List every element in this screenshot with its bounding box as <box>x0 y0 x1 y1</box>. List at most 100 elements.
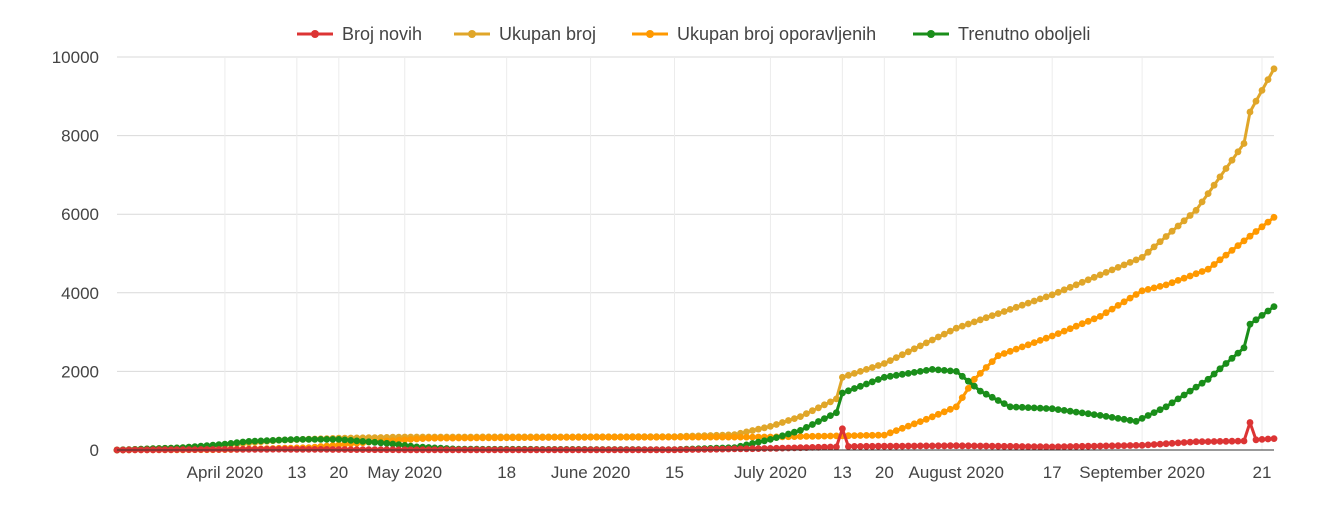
x-tick-label: 20 <box>329 463 348 482</box>
data-point-ukupan-broj-oporavljenih <box>886 429 894 437</box>
data-point-trenutno-oboljeli <box>1270 303 1278 310</box>
data-point-ukupan-broj <box>1018 301 1026 309</box>
data-point-trenutno-oboljeli <box>958 372 966 380</box>
data-point-ukupan-broj-oporavljenih <box>473 434 481 442</box>
data-point-ukupan-broj-oporavljenih <box>575 433 582 441</box>
data-point-trenutno-oboljeli <box>1246 320 1254 328</box>
data-point-ukupan-broj-oporavljenih <box>623 433 630 441</box>
data-point-ukupan-broj-oporavljenih <box>976 370 984 377</box>
data-point-ukupan-broj-oporavljenih <box>1060 327 1068 335</box>
y-tick-label: 4000 <box>61 284 99 303</box>
x-tick-label: May 2020 <box>367 463 442 482</box>
data-point-broj-novih <box>1198 438 1206 445</box>
data-point-ukupan-broj-oporavljenih <box>413 435 421 443</box>
data-point-ukupan-broj <box>946 327 954 335</box>
data-point-ukupan-broj-oporavljenih <box>916 418 924 425</box>
data-point-ukupan-broj-oporavljenih <box>1246 232 1254 240</box>
data-point-ukupan-broj <box>868 364 876 371</box>
data-point-ukupan-broj-oporavljenih <box>952 403 960 411</box>
data-point-ukupan-broj-oporavljenih <box>569 433 576 441</box>
data-point-ukupan-broj-oporavljenih <box>521 434 528 441</box>
data-point-trenutno-oboljeli <box>803 424 810 431</box>
data-point-ukupan-broj <box>928 336 936 344</box>
data-point-broj-novih <box>1174 439 1182 447</box>
data-point-broj-novih <box>725 445 732 453</box>
data-point-broj-novih <box>275 445 283 453</box>
data-point-trenutno-oboljeli <box>886 372 894 380</box>
data-point-broj-novih <box>287 445 295 453</box>
data-point-trenutno-oboljeli <box>821 415 828 422</box>
data-point-ukupan-broj-oporavljenih <box>707 433 714 441</box>
data-point-ukupan-broj-oporavljenih <box>1192 270 1200 278</box>
data-point-trenutno-oboljeli <box>1066 407 1074 415</box>
data-point-trenutno-oboljeli <box>1138 415 1146 422</box>
data-point-trenutno-oboljeli <box>1192 383 1200 391</box>
data-point-ukupan-broj <box>1096 271 1104 279</box>
data-point-broj-novih <box>1228 437 1236 445</box>
data-point-ukupan-broj-oporavljenih <box>527 434 534 441</box>
data-point-trenutno-oboljeli <box>767 436 774 443</box>
data-point-trenutno-oboljeli <box>773 434 780 441</box>
data-point-ukupan-broj-oporavljenih <box>659 433 666 441</box>
data-point-ukupan-broj <box>940 330 948 338</box>
data-point-broj-novih <box>1144 441 1152 449</box>
data-point-broj-novih <box>1054 443 1062 451</box>
data-point-trenutno-oboljeli <box>1000 400 1008 407</box>
data-point-broj-novih <box>1150 441 1158 448</box>
legend-item-trenutno-oboljeli: Trenutno oboljeli <box>913 24 1090 44</box>
data-point-ukupan-broj <box>1042 293 1050 301</box>
data-point-ukupan-broj <box>851 370 858 377</box>
data-point-trenutno-oboljeli <box>1012 403 1020 411</box>
data-point-broj-novih <box>880 442 888 450</box>
data-point-broj-novih <box>1048 443 1056 451</box>
data-point-ukupan-broj-oporavljenih <box>1168 279 1176 287</box>
data-point-ukupan-broj <box>1204 190 1212 198</box>
data-point-ukupan-broj-oporavljenih <box>1252 228 1260 235</box>
data-point-ukupan-broj-oporavljenih <box>557 434 564 441</box>
data-point-trenutno-oboljeli <box>1252 316 1260 324</box>
data-point-trenutno-oboljeli <box>1216 365 1224 373</box>
data-point-trenutno-oboljeli <box>839 389 846 397</box>
data-point-broj-novih <box>988 442 996 450</box>
data-point-ukupan-broj-oporavljenih <box>431 434 439 442</box>
data-point-broj-novih <box>1240 437 1248 445</box>
data-point-ukupan-broj-oporavljenih <box>737 433 744 441</box>
data-point-trenutno-oboljeli <box>940 367 948 374</box>
data-point-trenutno-oboljeli <box>946 367 954 375</box>
data-point-ukupan-broj <box>1054 288 1062 296</box>
data-point-broj-novih <box>1264 435 1272 443</box>
data-point-broj-novih <box>1126 442 1134 449</box>
data-point-ukupan-broj-oporavljenih <box>539 434 546 441</box>
data-point-ukupan-broj <box>1060 286 1068 294</box>
data-point-ukupan-broj-oporavljenih <box>401 436 409 444</box>
data-point-ukupan-broj <box>845 371 852 379</box>
data-point-broj-novih <box>737 445 744 453</box>
data-point-ukupan-broj <box>1186 212 1194 219</box>
data-point-broj-novih <box>1258 436 1266 443</box>
data-point-ukupan-broj <box>1174 222 1182 230</box>
x-tick-label: June 2020 <box>551 463 630 482</box>
data-point-broj-novih <box>1186 438 1194 446</box>
data-point-ukupan-broj <box>773 421 780 428</box>
data-point-trenutno-oboljeli <box>1054 406 1062 413</box>
x-tick-label: 15 <box>665 463 684 482</box>
data-point-trenutno-oboljeli <box>1096 412 1104 419</box>
data-point-trenutno-oboljeli <box>1144 412 1152 419</box>
data-point-trenutno-oboljeli <box>1078 409 1086 417</box>
data-point-trenutno-oboljeli <box>868 378 876 386</box>
data-point-trenutno-oboljeli <box>1156 406 1164 414</box>
data-point-trenutno-oboljeli <box>1126 416 1134 424</box>
data-point-trenutno-oboljeli <box>928 366 936 373</box>
series-ukupan-broj <box>113 65 1278 454</box>
data-point-broj-novih <box>851 443 858 450</box>
data-point-trenutno-oboljeli <box>1150 409 1158 416</box>
data-point-ukupan-broj <box>970 318 978 326</box>
data-point-trenutno-oboljeli <box>1006 403 1014 411</box>
data-point-trenutno-oboljeli <box>1174 395 1182 403</box>
data-point-ukupan-broj-oporavljenih <box>803 433 810 440</box>
data-point-broj-novih <box>874 442 882 450</box>
data-point-ukupan-broj <box>898 351 906 359</box>
legend-label: Ukupan broj oporavljenih <box>677 24 876 44</box>
data-point-ukupan-broj <box>1030 297 1038 305</box>
